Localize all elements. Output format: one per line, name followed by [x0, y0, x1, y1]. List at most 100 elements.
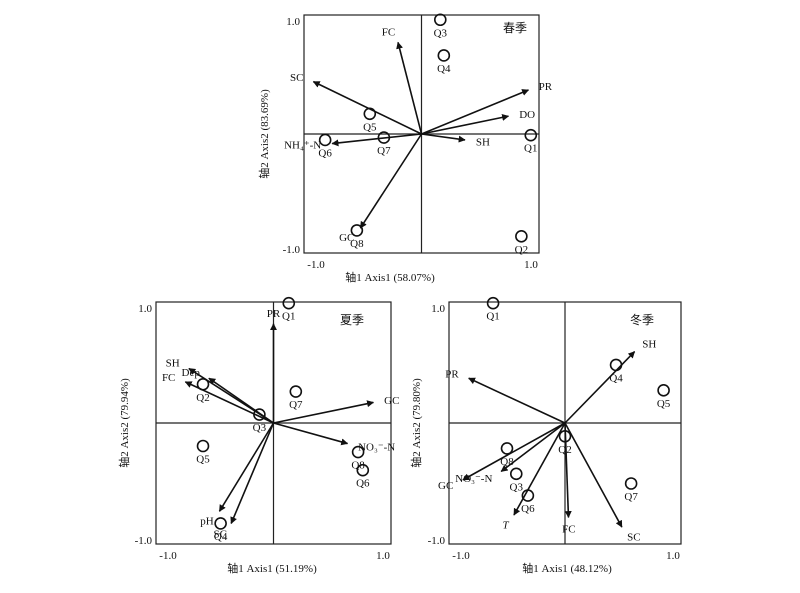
env-vector-arrow	[564, 422, 623, 528]
site-label: Q2	[558, 444, 571, 456]
site-label: Q4	[609, 372, 623, 384]
site-point	[363, 107, 377, 121]
env-vector-label: SC	[290, 72, 303, 84]
env-vector-label: FC	[382, 27, 395, 39]
site-point	[253, 408, 266, 421]
site-label: Q6	[318, 147, 332, 159]
env-vector-arrow	[564, 422, 572, 519]
x-tick-label: 1.0	[524, 259, 538, 271]
site-point	[318, 133, 332, 147]
site-point	[196, 439, 210, 453]
env-vector-arrow	[421, 89, 530, 135]
site-label: Q2	[196, 392, 209, 404]
site-point	[524, 128, 538, 142]
env-vector-arrow	[208, 377, 274, 424]
x-tick-label: 1.0	[666, 550, 680, 562]
site-label: Q3	[434, 27, 448, 39]
env-vector-label: T	[502, 520, 509, 532]
y-tick-label: -1.0	[428, 535, 446, 547]
x-tick-label: -1.0	[452, 550, 470, 562]
site-point	[500, 442, 514, 455]
env-vector-label: NH₄⁺-N	[284, 140, 321, 152]
site-point	[350, 224, 364, 237]
season-label: 春季	[503, 21, 527, 35]
site-point	[356, 463, 370, 477]
site-label: Q1	[486, 311, 499, 323]
site-label: Q5	[363, 121, 377, 133]
env-vector-arrow	[359, 133, 423, 229]
env-vector-arrow	[218, 422, 275, 512]
site-label: Q3	[253, 422, 267, 434]
site-point	[377, 131, 391, 144]
site-label: Q4	[437, 63, 451, 75]
season-label: 冬季	[630, 312, 654, 327]
site-label: Q8	[500, 456, 514, 468]
site-label: Q3	[510, 481, 524, 493]
y-tick-label: 1.0	[431, 303, 445, 315]
site-point	[624, 477, 638, 490]
site-point	[486, 296, 500, 310]
env-vector-label: DO	[519, 109, 535, 121]
season-label: 夏季	[340, 313, 364, 327]
site-label: Q8	[351, 460, 365, 472]
env-vector-arrow	[273, 422, 349, 446]
y-axis-title: 轴2 Axis2 (79.80%)	[409, 378, 423, 468]
y-axis-title: 轴2 Axis2 (79.94%)	[117, 378, 131, 468]
env-vector-label: pH	[200, 516, 214, 528]
x-tick-label: -1.0	[159, 550, 177, 562]
y-tick-label: 1.0	[286, 16, 300, 28]
site-point	[609, 358, 623, 372]
site-label: Q8	[350, 238, 364, 250]
env-vector-arrow	[230, 422, 275, 525]
env-vector-label: FC	[562, 523, 575, 535]
site-point	[282, 296, 296, 310]
site-point	[657, 384, 670, 397]
env-vector-label: NO₃⁻-N	[455, 473, 492, 485]
x-axis-title: 轴1 Axis1 (51.19%)	[227, 561, 317, 575]
env-vector-arrow	[564, 351, 636, 424]
site-point	[289, 385, 303, 398]
site-point	[433, 13, 447, 27]
site-point	[515, 230, 528, 243]
env-vector-label: SH	[476, 136, 490, 148]
site-label: Q7	[377, 145, 391, 157]
y-axis-title: 轴2 Axis2 (83.69%)	[257, 89, 271, 179]
site-point	[196, 377, 210, 391]
y-tick-label: -1.0	[135, 535, 153, 547]
rda-panel-1: 1.0 -1.0 -1.0 1.0 轴1 Axis1 (58.07%) 轴2 Axis2 …	[257, 13, 553, 284]
site-point	[509, 467, 523, 481]
site-label: Q7	[289, 399, 303, 411]
env-vector-arrow	[331, 133, 422, 147]
x-axis-title: 轴1 Axis1 (48.12%)	[522, 561, 612, 575]
site-label: Q5	[196, 453, 210, 465]
env-vector-arrow	[500, 422, 566, 473]
env-vector-label: SC	[213, 529, 226, 541]
site-point	[558, 430, 572, 443]
env-vector-arrow	[421, 113, 510, 135]
site-point	[521, 489, 535, 502]
x-axis-title: 轴1 Axis1 (58.07%)	[345, 270, 435, 284]
env-vector-label: SC	[627, 532, 640, 544]
env-vector-arrow	[312, 80, 422, 135]
env-vector-arrow	[273, 400, 375, 424]
y-tick-label: -1.0	[283, 244, 301, 256]
site-point	[437, 49, 451, 62]
site-label: Q2	[515, 244, 528, 256]
rda-panel-3: 1.0 -1.0 -1.0 1.0 轴1 Axis1 (48.12%) 轴2 Axis2 …	[409, 296, 682, 575]
site-label: Q6	[521, 503, 535, 515]
x-tick-label: 1.0	[376, 550, 390, 562]
y-tick-label: 1.0	[138, 303, 152, 315]
env-vector-arrow	[396, 41, 423, 135]
env-vector-arrow	[462, 422, 566, 481]
site-point	[351, 445, 365, 459]
env-vector-arrow	[468, 377, 566, 424]
site-label: Q4	[214, 531, 228, 543]
env-vector-label: NO₃⁻-N	[358, 442, 395, 454]
site-label: Q7	[624, 491, 638, 503]
env-vector-label: PR	[539, 81, 553, 93]
env-vector-label: FC	[162, 372, 175, 384]
rda-panel-2: 1.0 -1.0 -1.0 1.0 轴1 Axis1 (51.19%) 轴2 Axis2 …	[117, 296, 399, 575]
env-vector-label: SH	[166, 358, 180, 370]
